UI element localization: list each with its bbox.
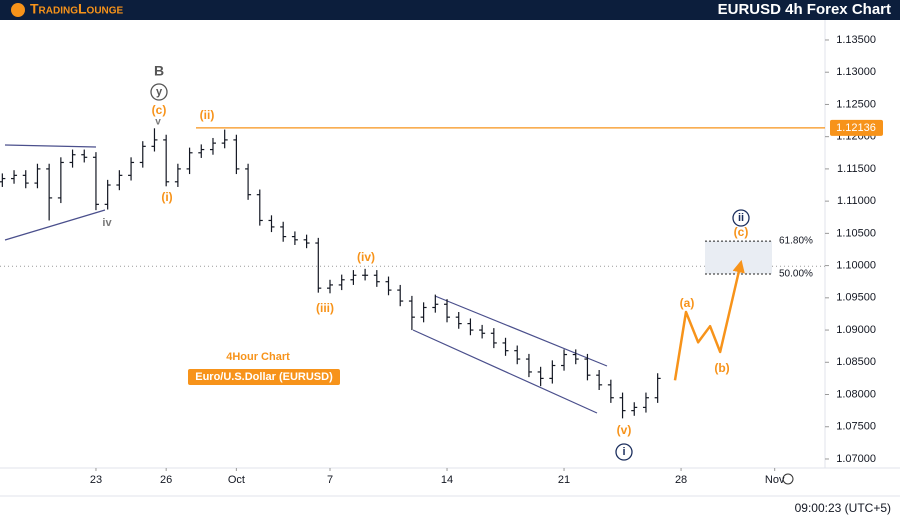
- y-tick-label: 1.10500: [836, 227, 876, 239]
- x-tick-label: 26: [160, 474, 172, 486]
- logo: TradingLounge: [30, 1, 124, 17]
- wave-circle: [615, 443, 633, 461]
- wave-label: B: [154, 63, 164, 79]
- chart-title: EURUSD 4h Forex Chart: [718, 1, 891, 18]
- wave-label: (ii): [200, 108, 215, 122]
- fib-label: 61.80%: [779, 236, 813, 247]
- annotation: Euro/U.S.Dollar (EURUSD): [195, 371, 333, 383]
- wave-label: iv: [102, 217, 112, 229]
- wave-circle: [150, 83, 168, 101]
- price-label-box: [830, 119, 883, 136]
- wave-label: ii: [738, 212, 744, 224]
- wave-label: (iii): [316, 301, 334, 315]
- x-tick-label: 23: [90, 474, 102, 486]
- projection-path: [673, 259, 745, 381]
- wave-label: (v): [617, 423, 632, 437]
- wave-label: (c): [152, 103, 167, 117]
- y-tick-label: 1.12500: [836, 98, 876, 110]
- fib-label: 50.00%: [779, 269, 813, 280]
- y-tick-label: 1.10000: [836, 260, 876, 272]
- wave-label: y: [156, 86, 163, 98]
- triangle-line: [4, 209, 106, 241]
- x-tick-label: Oct: [228, 474, 245, 486]
- wave-label: i: [622, 446, 625, 458]
- y-tick-label: 1.08000: [836, 388, 876, 400]
- wave-label: v: [155, 117, 161, 128]
- wave-label: (a): [680, 296, 695, 310]
- wave-label: (b): [714, 361, 729, 375]
- logo-icon: [11, 3, 25, 17]
- wave-circle: [732, 209, 750, 227]
- annotation: 4Hour Chart: [226, 351, 290, 363]
- price-label: 1.12136: [836, 122, 876, 134]
- y-tick-label: 1.09000: [836, 324, 876, 336]
- y-tick-label: 1.09500: [836, 292, 876, 304]
- x-tick-label: Nov: [765, 474, 785, 486]
- x-tick-label: 7: [327, 474, 333, 486]
- wave-label: (iv): [357, 250, 375, 264]
- wave-label: (i): [161, 190, 172, 204]
- y-tick-label: 1.11500: [837, 163, 876, 175]
- x-tick-label: 28: [675, 474, 687, 486]
- clock: 09:00:23 (UTC+5): [795, 501, 891, 515]
- y-tick-label: 1.13500: [836, 34, 876, 46]
- annotation-box: [188, 369, 340, 385]
- channel-line: [412, 329, 598, 414]
- settings-icon[interactable]: [782, 473, 794, 485]
- y-tick-label: 1.11000: [837, 195, 876, 207]
- x-tick-label: 21: [558, 474, 570, 486]
- y-tick-label: 1.13000: [836, 66, 876, 78]
- header-bar: [0, 0, 900, 20]
- y-tick-label: 1.07000: [836, 453, 876, 465]
- x-tick-label: 14: [441, 474, 453, 486]
- y-tick-label: 1.08500: [836, 356, 876, 368]
- channel-line: [434, 295, 608, 367]
- wave-label: (c): [734, 225, 749, 239]
- triangle-line: [4, 144, 97, 148]
- y-tick-label: 1.07500: [836, 421, 876, 433]
